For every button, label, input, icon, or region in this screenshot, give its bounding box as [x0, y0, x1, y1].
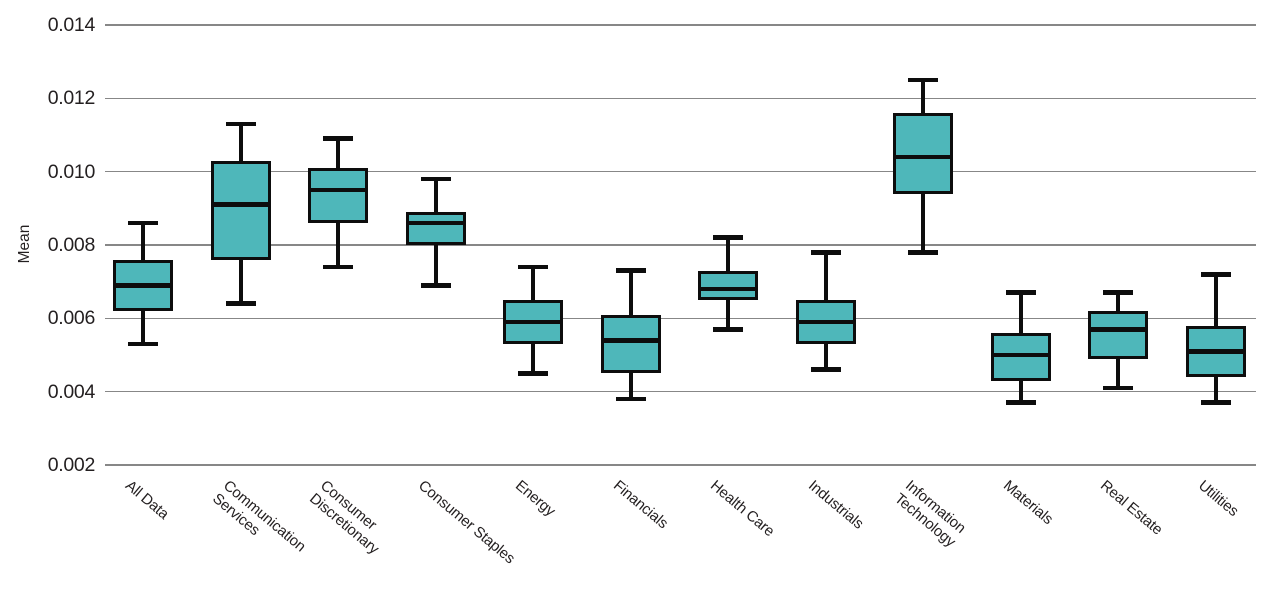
whisker-cap-top: [713, 235, 743, 240]
x-tick-label: Real Estate: [1097, 477, 1166, 539]
whisker-cap-bottom: [323, 264, 353, 270]
gridline: [105, 244, 1256, 246]
x-tick-label: Utilities: [1194, 477, 1242, 520]
x-tick-label: Communication Services: [208, 477, 309, 556]
x-tick-label: Information Technology: [890, 477, 969, 551]
box-median-line: [503, 319, 563, 325]
whisker-cap-top: [1200, 272, 1231, 277]
box-median-line: [795, 319, 856, 325]
box-median-line: [990, 352, 1051, 358]
box-median-line: [893, 154, 953, 160]
x-tick-label: Materials: [999, 477, 1056, 528]
whisker-cap-top: [908, 77, 938, 83]
whisker-cap-top: [323, 136, 353, 141]
whisker-cap-top: [1005, 290, 1036, 295]
box-median-line: [405, 220, 466, 226]
x-tick-label: Industrials: [804, 477, 867, 533]
whisker-cap-bottom: [1200, 400, 1231, 405]
whisker-cap-top: [225, 121, 256, 127]
whisker-cap-bottom: [615, 396, 646, 402]
box-body: [405, 212, 466, 245]
gridline: [105, 390, 1256, 393]
whisker-cap-top: [518, 264, 548, 270]
x-tick-label: Health Care: [707, 477, 778, 541]
gridline: [105, 24, 1256, 26]
whisker-cap-bottom: [128, 341, 158, 347]
whisker-cap-top: [420, 176, 451, 182]
gridline: [105, 97, 1256, 100]
whisker-cap-top: [810, 250, 841, 255]
whisker-cap-bottom: [518, 371, 548, 376]
x-tick-label: Consumer Staples: [414, 477, 518, 568]
x-tick-label: Consumer Discretionary: [305, 477, 382, 558]
x-tick-label: All Data: [122, 477, 173, 523]
box-body: [1088, 311, 1148, 359]
box-median-line: [308, 187, 368, 193]
y-tick-label: 0.008: [47, 234, 96, 256]
box-median-line: [113, 283, 173, 288]
gridline: [105, 317, 1256, 320]
whisker-cap-bottom: [908, 250, 938, 255]
box-median-line: [698, 286, 758, 292]
whisker-cap-bottom: [420, 283, 451, 288]
box-body: [600, 314, 661, 374]
box-body: [698, 270, 758, 300]
box-median-line: [600, 338, 661, 343]
box-median-line: [1088, 327, 1148, 332]
y-tick-label: 0.012: [47, 87, 96, 110]
y-tick-label: 0.002: [47, 454, 96, 476]
whisker-cap-bottom: [225, 301, 256, 306]
box-body: [308, 168, 368, 223]
y-tick-label: 0.004: [47, 380, 96, 403]
y-tick-label: 0.014: [47, 14, 96, 36]
whisker-cap-bottom: [713, 327, 743, 332]
y-tick-label: 0.010: [47, 160, 96, 183]
whisker-cap-top: [128, 220, 158, 226]
whisker-cap-top: [615, 268, 646, 273]
whisker-cap-bottom: [1005, 400, 1036, 405]
box-body: [210, 160, 271, 260]
gridline: [105, 170, 1256, 173]
whisker-cap-bottom: [1103, 385, 1133, 391]
box-median-line: [1185, 349, 1246, 354]
y-tick-label: 0.006: [47, 307, 96, 330]
x-tick-label: Energy: [512, 477, 559, 520]
box-body: [893, 113, 953, 194]
x-tick-label: Financials: [609, 477, 671, 533]
box-median-line: [210, 202, 271, 207]
whisker-cap-top: [1103, 290, 1133, 295]
gridline: [105, 464, 1256, 466]
whisker-cap-bottom: [810, 367, 841, 372]
